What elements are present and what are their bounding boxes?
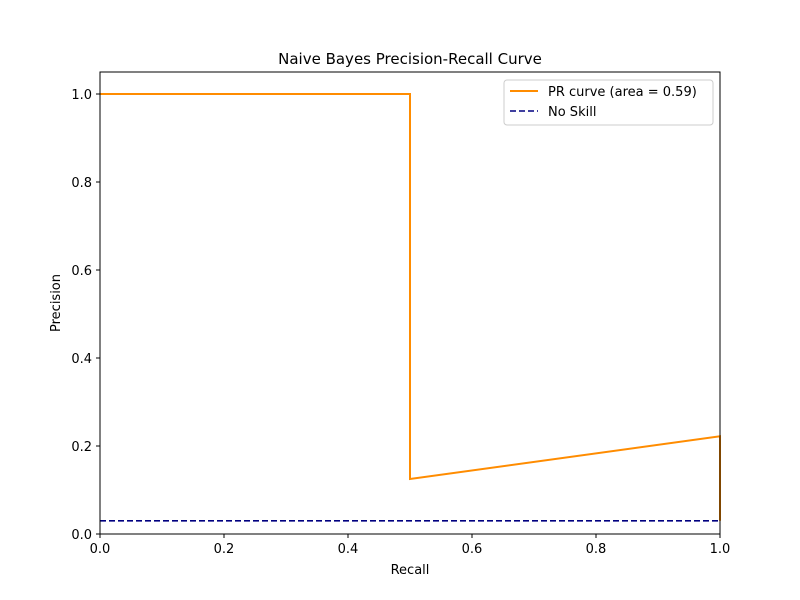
y-tick-label: 0.0 bbox=[71, 528, 92, 543]
x-axis-label: Recall bbox=[391, 563, 430, 578]
x-tick-label: 0.6 bbox=[462, 542, 483, 557]
x-tick-label: 0.2 bbox=[214, 542, 235, 557]
plot-border bbox=[99, 71, 721, 535]
legend-label-pr-curve: PR curve (area = 0.59) bbox=[548, 85, 697, 100]
x-tick-label: 0.0 bbox=[90, 542, 111, 557]
y-axis: 0.0 0.2 0.4 0.6 0.8 1.0 bbox=[71, 88, 100, 543]
x-tick-label: 0.4 bbox=[338, 542, 359, 557]
y-axis-label: Precision bbox=[49, 274, 64, 332]
x-tick-label: 0.8 bbox=[586, 542, 607, 557]
y-tick-label: 0.8 bbox=[71, 176, 92, 191]
legend-box bbox=[503, 79, 714, 126]
x-tick-label: 1.0 bbox=[710, 542, 731, 557]
legend: PR curve (area = 0.59) No Skill bbox=[503, 79, 714, 126]
y-tick-label: 0.2 bbox=[71, 440, 92, 455]
legend-label-no-skill: No Skill bbox=[548, 105, 596, 120]
y-tick-label: 0.6 bbox=[71, 264, 92, 279]
y-tick-label: 0.4 bbox=[71, 352, 92, 367]
y-tick-label: 1.0 bbox=[71, 88, 92, 103]
chart-title: Naive Bayes Precision-Recall Curve bbox=[278, 50, 542, 68]
x-axis: 0.0 0.2 0.4 0.6 0.8 1.0 bbox=[90, 534, 731, 557]
